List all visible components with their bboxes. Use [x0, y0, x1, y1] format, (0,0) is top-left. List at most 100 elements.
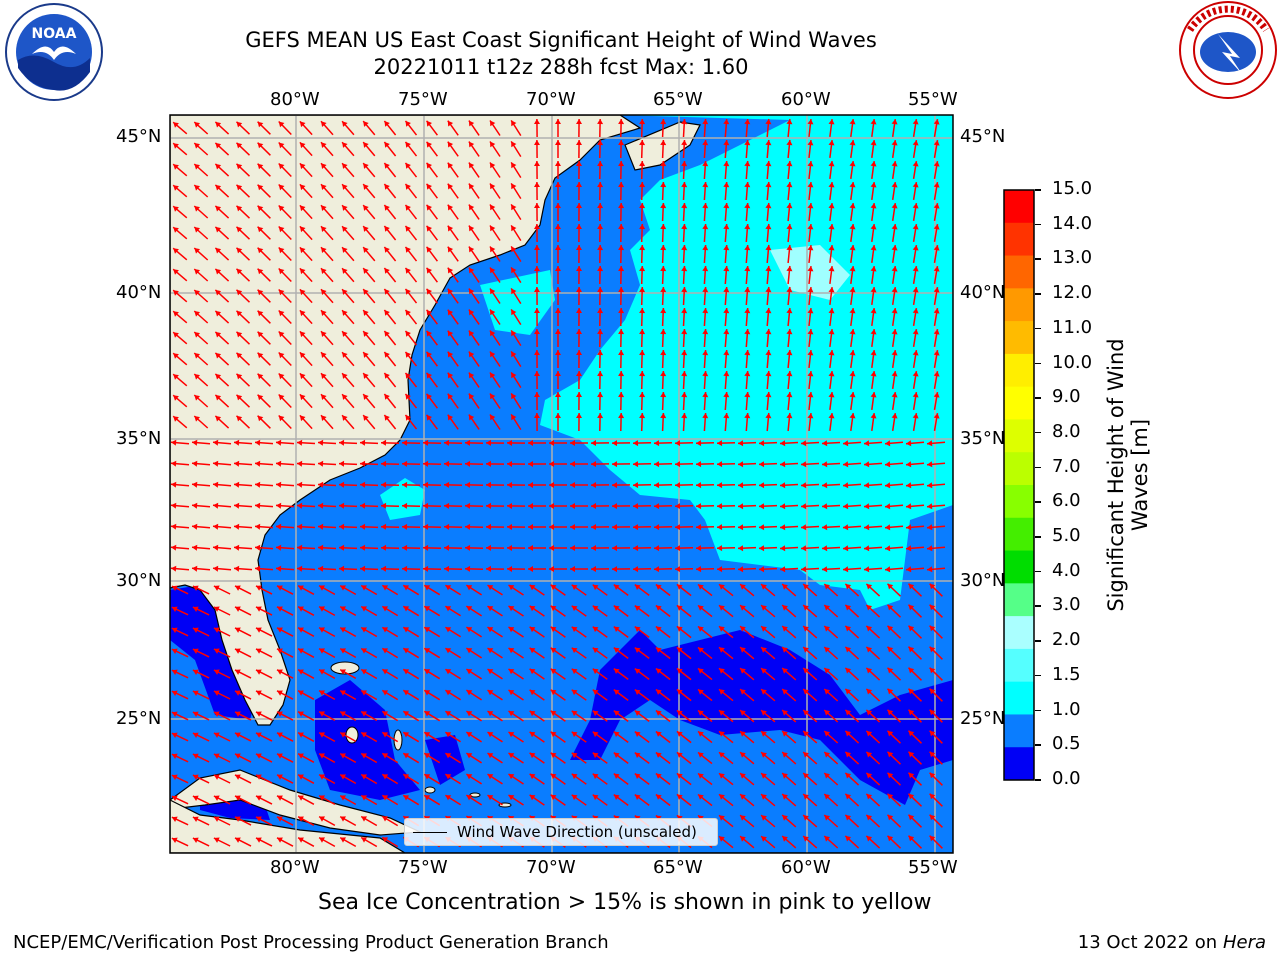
- wave-arrow-head: [702, 308, 709, 314]
- wave-arrow-head: [444, 460, 450, 467]
- wave-arrow-head: [215, 352, 222, 359]
- wave-arrow-head: [171, 732, 178, 738]
- lat-label-right: 35°N: [960, 428, 1006, 449]
- wave-arrow-head: [885, 524, 891, 531]
- wave-arrow-head: [405, 372, 411, 379]
- wave-arrow-head: [342, 310, 348, 316]
- wave-arrow-head: [807, 371, 814, 377]
- wave-arrow-head: [702, 224, 709, 230]
- noaa-logo: NOAA: [5, 3, 103, 101]
- wave-arrow-head: [576, 371, 582, 376]
- wave-arrow-head: [613, 752, 620, 758]
- wave-arrow-head: [339, 502, 345, 509]
- wave-arrow-head: [360, 460, 366, 467]
- wave-arrow-head: [639, 308, 646, 314]
- wave-arrow-head: [276, 481, 282, 488]
- wave-arrow-head: [171, 585, 178, 591]
- wave-arrow-head: [933, 203, 940, 209]
- wave-arrow-head: [597, 140, 604, 146]
- wave-arrow-head: [382, 837, 389, 843]
- wave-arrow-head: [213, 627, 220, 633]
- wave-arrow-head: [765, 182, 772, 188]
- wave-arrow-head: [490, 204, 496, 211]
- wave-arrow-head: [508, 732, 515, 738]
- wave-arrow-head: [740, 647, 746, 653]
- wave-arrow-head: [908, 772, 915, 779]
- wave-arrow-head: [849, 308, 856, 314]
- wave-arrow-head: [235, 732, 241, 738]
- wave-arrow-head: [555, 308, 561, 313]
- wave-arrow-head: [213, 711, 220, 717]
- wave-arrow-head: [843, 545, 849, 552]
- wave-arrow-head: [171, 774, 178, 780]
- wave-arrow-head: [870, 161, 877, 167]
- colorbar-tick-label: 10.0: [1052, 351, 1093, 373]
- wave-arrow-head: [299, 289, 306, 296]
- wave-arrow-head: [384, 121, 390, 127]
- wave-arrow-head: [511, 330, 517, 337]
- wave-arrow-head: [339, 439, 345, 446]
- wave-arrow-head: [405, 162, 411, 169]
- wave-arrow-head: [618, 266, 625, 272]
- wave-arrow-head: [576, 413, 582, 418]
- wave-arrow-head: [382, 627, 389, 633]
- wave-arrow-head: [534, 203, 540, 208]
- wave-arrow-head: [321, 415, 327, 421]
- colorbar-segment: [1004, 222, 1034, 257]
- wave-arrow-head: [887, 667, 894, 674]
- wave-arrow-head: [885, 440, 891, 447]
- wave-arrow-head: [363, 289, 369, 295]
- wave-arrow-head: [908, 646, 915, 653]
- wave-arrow-head: [171, 460, 177, 467]
- wave-arrow-head: [782, 647, 788, 653]
- wave-arrow-head: [929, 772, 936, 779]
- wave-arrow-head: [639, 140, 646, 146]
- wave-arrow-head: [277, 753, 283, 759]
- wave-arrow-head: [403, 606, 410, 612]
- wave-arrow-head: [702, 245, 709, 251]
- wave-arrow-head: [912, 119, 919, 125]
- wave-arrow-head: [299, 163, 306, 170]
- wave-arrow-head: [723, 308, 730, 314]
- wave-arrow-head: [360, 481, 366, 488]
- wave-arrow-head: [761, 584, 767, 590]
- wave-arrow-head: [318, 460, 324, 467]
- wave-arrow-head: [234, 544, 240, 551]
- wave-arrow-head: [255, 460, 261, 467]
- wave-arrow-head: [342, 226, 348, 232]
- footer-host: Hera: [1222, 932, 1266, 953]
- wave-arrow-head: [866, 730, 873, 737]
- wave-arrow-head: [235, 753, 241, 759]
- lat-label-right: 40°N: [960, 282, 1006, 303]
- wave-arrow-head: [696, 566, 702, 573]
- wave-arrow-head: [447, 120, 454, 127]
- wave-arrow-head: [171, 523, 177, 530]
- wave-arrow-head: [173, 395, 179, 401]
- wave-arrow-head: [885, 482, 891, 489]
- wave-arrow-head: [299, 184, 306, 191]
- wave-arrow-head: [192, 753, 199, 759]
- wave-arrow-head: [696, 440, 702, 447]
- wave-arrow-head: [633, 482, 639, 489]
- wave-arrow-head: [528, 524, 533, 530]
- wave-arrow-head: [236, 415, 243, 422]
- wave-arrow-head: [403, 774, 410, 780]
- footer-left: NCEP/EMC/Verification Post Processing Pr…: [13, 932, 609, 953]
- wave-arrow-head: [660, 161, 667, 167]
- colorbar-segment: [1004, 616, 1034, 650]
- wave-arrow-head: [849, 413, 856, 419]
- wave-arrow-head: [660, 266, 667, 272]
- wave-arrow-head: [550, 752, 557, 759]
- wave-arrow-head: [933, 287, 940, 293]
- wave-height-0-0_5-area: [170, 585, 255, 720]
- colorbar-segment: [1004, 681, 1034, 715]
- wave-arrow-head: [549, 566, 554, 572]
- wave-arrow-head: [405, 246, 411, 253]
- wave-arrow-head: [870, 266, 877, 272]
- wave-arrow-head: [550, 689, 557, 696]
- wave-arrow-head: [849, 203, 856, 209]
- wave-arrow-head: [592, 710, 599, 717]
- wave-arrow-head: [549, 482, 554, 488]
- wave-arrow-head: [171, 795, 178, 801]
